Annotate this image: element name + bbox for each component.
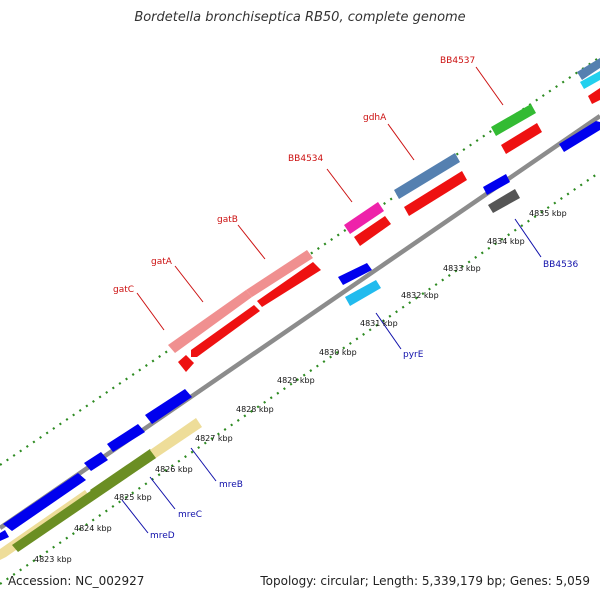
gene-pyrE-feature: [345, 280, 381, 306]
gene-gatA-feature: [191, 305, 260, 357]
pyrE-leader: [375, 312, 402, 350]
gene-BB4536-feature: [488, 189, 520, 213]
gene-label-BB4536: BB4536: [543, 260, 579, 270]
gene-pyrE-blue-feature: [338, 263, 372, 285]
scale-label: 4835 kbp: [529, 209, 567, 218]
gene-BB4534-red-feature: [354, 216, 391, 246]
forward-features: [168, 58, 600, 372]
gene-label-pyrE: pyrE: [403, 350, 424, 360]
scale-label: 4831 kbp: [360, 319, 398, 328]
gene-BB4536-blue-feature: [483, 174, 510, 195]
left-edge-blue-feature: [0, 530, 9, 541]
scale-label: 4829 kbp: [277, 376, 315, 385]
gene-mreC-feature: [90, 449, 156, 498]
gene-label-mreC: mreC: [178, 510, 202, 520]
scale-label: 4824 kbp: [74, 524, 112, 533]
mreB-leader: [190, 447, 217, 482]
gene-BB4537-feature: [491, 104, 536, 136]
gatB-leader: [237, 224, 266, 260]
gene-mreB-blue-feature: [145, 389, 192, 424]
gene-mreB-feature: [150, 418, 202, 458]
gene-label-BB4534: BB4534: [288, 154, 324, 164]
label-leaders: [121, 66, 542, 534]
scale-label: 4832 kbp: [401, 291, 439, 300]
gene-mreD-blue-feature: [3, 473, 86, 531]
scale-label: 4825 kbp: [114, 493, 152, 502]
gene-gdhA-feature: [394, 153, 460, 199]
gene-label-gdhA: gdhA: [363, 113, 387, 123]
scale-label: 4833 kbp: [443, 264, 481, 273]
edge-red-feature: [588, 88, 600, 104]
outer-tick-track: [0, 56, 600, 466]
gatC-leader: [136, 292, 165, 331]
gene-label-gatC: gatC: [113, 285, 134, 295]
genome-summary-text: Topology: circular; Length: 5,339,179 bp…: [260, 574, 590, 588]
inner-tick-track: [0, 171, 600, 585]
reverse-features: [0, 121, 600, 560]
gdhA-leader: [387, 123, 415, 161]
scale-label: 4826 kbp: [155, 465, 193, 474]
scale-label: 4834 kbp: [487, 237, 525, 246]
mreC-leader: [149, 476, 176, 510]
gene-label-mreD: mreD: [150, 531, 175, 541]
gene-gatC-feature: [178, 355, 194, 372]
edge-blue-reverse-feature: [559, 121, 600, 152]
gene-label-gatB: gatB: [217, 215, 238, 225]
gene-label-BB4537: BB4537: [440, 56, 475, 66]
scale-label: 4827 kbp: [195, 434, 233, 443]
scale-label: 4823 kbp: [34, 555, 72, 564]
gatA-leader: [174, 265, 204, 303]
scale-label: 4828 kbp: [236, 405, 274, 414]
gene-gatB-feature: [257, 262, 321, 307]
edge-steelblue-feature: [577, 58, 600, 80]
accession-text: Accession: NC_002927: [8, 574, 145, 588]
gene-mrdA-blue-feature: [107, 424, 145, 452]
scale-label: 4830 kbp: [319, 348, 357, 357]
gene-label-gatA: gatA: [151, 257, 173, 267]
gene-gdhA-red-feature: [404, 171, 467, 216]
BB4536-leader: [514, 218, 542, 258]
edge-cyan-feature: [580, 71, 600, 89]
mreD-leader: [121, 499, 149, 534]
gene-label-mreB: mreB: [219, 480, 243, 490]
map-title: Bordetella bronchiseptica RB50, complete…: [134, 10, 466, 25]
gene-BB4534-feature: [344, 202, 384, 234]
gene-gatC-red2-feature: [168, 290, 252, 353]
BB4537-leader: [475, 66, 504, 106]
BB4534-leader: [326, 168, 353, 203]
gene-gatB-pink-feature: [246, 250, 313, 297]
gene-BB4537-red-feature: [501, 123, 542, 154]
gene-rodA-blue-feature: [84, 452, 108, 471]
